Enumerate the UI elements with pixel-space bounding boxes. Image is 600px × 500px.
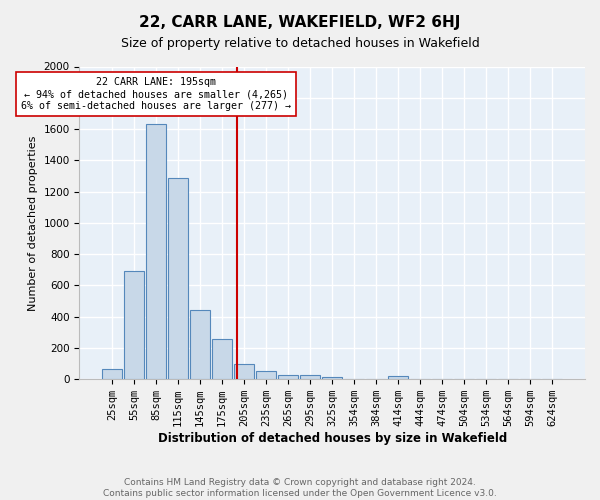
Bar: [102, 368, 122, 379]
Bar: [146, 124, 166, 379]
Bar: [124, 270, 144, 379]
Text: 22, CARR LANE, WAKEFIELD, WF2 6HJ: 22, CARR LANE, WAKEFIELD, WF2 6HJ: [139, 15, 461, 30]
Bar: [234, 364, 254, 379]
Bar: [212, 340, 232, 379]
Bar: [278, 374, 298, 379]
Y-axis label: Number of detached properties: Number of detached properties: [28, 135, 38, 310]
Bar: [322, 377, 342, 379]
Bar: [388, 376, 408, 379]
Bar: [300, 376, 320, 379]
Text: 22 CARR LANE: 195sqm
← 94% of detached houses are smaller (4,265)
6% of semi-det: 22 CARR LANE: 195sqm ← 94% of detached h…: [21, 78, 291, 110]
Text: Contains HM Land Registry data © Crown copyright and database right 2024.
Contai: Contains HM Land Registry data © Crown c…: [103, 478, 497, 498]
Text: Size of property relative to detached houses in Wakefield: Size of property relative to detached ho…: [121, 38, 479, 51]
Bar: [190, 310, 210, 379]
X-axis label: Distribution of detached houses by size in Wakefield: Distribution of detached houses by size …: [158, 432, 507, 445]
Bar: [256, 372, 276, 379]
Bar: [168, 178, 188, 379]
